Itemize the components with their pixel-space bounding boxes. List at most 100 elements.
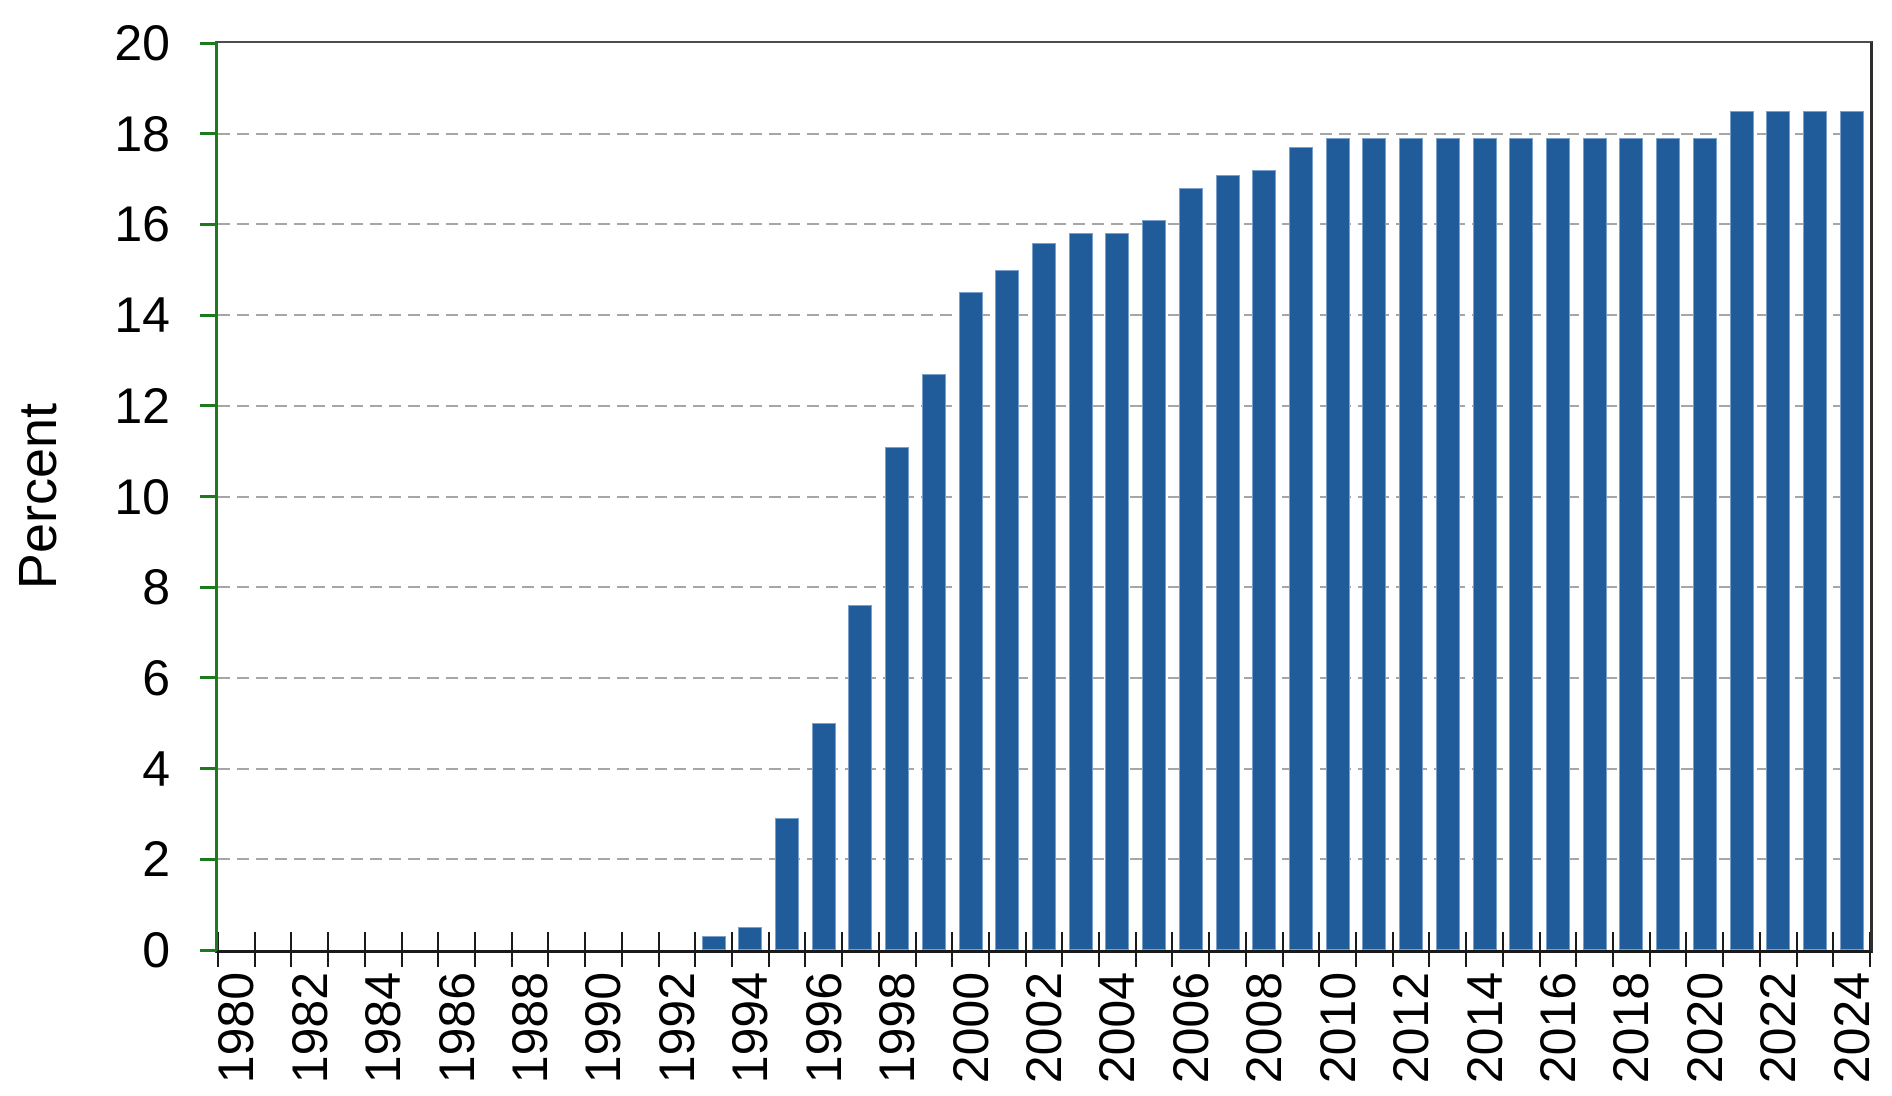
x-tick <box>584 932 587 967</box>
y-tick <box>200 495 218 498</box>
x-tick <box>1281 932 1284 967</box>
x-tick <box>400 932 403 967</box>
y-tick <box>200 404 218 408</box>
x-tick <box>1061 932 1064 967</box>
bar-2024 <box>1839 111 1864 950</box>
x-tick <box>841 932 844 967</box>
x-tick <box>437 932 440 967</box>
bar-2006 <box>1178 188 1203 950</box>
x-tick <box>804 932 807 967</box>
x-tick <box>1134 932 1137 967</box>
bar-2013 <box>1435 138 1460 950</box>
x-tick-label: 2000 <box>942 972 999 1084</box>
x-tick <box>473 932 476 967</box>
bar-2017 <box>1582 138 1607 950</box>
x-tick-label: 1992 <box>648 972 705 1084</box>
x-tick-label: 1988 <box>502 972 559 1084</box>
bar-2001 <box>995 269 1020 950</box>
x-tick <box>1575 932 1578 967</box>
bar-2005 <box>1142 219 1167 950</box>
y-tick <box>200 41 218 45</box>
x-tick-label: 1982 <box>281 972 338 1084</box>
x-tick-label: 1990 <box>575 972 632 1084</box>
bar-1998 <box>885 446 910 950</box>
x-tick-label: 1980 <box>208 972 265 1084</box>
x-tick <box>1355 932 1358 967</box>
x-tick <box>877 932 880 967</box>
x-tick-label: 1986 <box>428 972 485 1084</box>
x-tick-label: 2014 <box>1456 972 1513 1084</box>
x-tick <box>510 932 513 967</box>
bar-2004 <box>1105 233 1130 950</box>
bar-2008 <box>1252 169 1277 950</box>
x-tick <box>767 932 770 967</box>
y-tick-label: 4 <box>142 740 170 797</box>
bar-1993 <box>701 936 726 950</box>
y-tick <box>200 313 218 317</box>
x-tick <box>1098 932 1101 967</box>
x-tick <box>914 932 917 967</box>
x-tick <box>1171 932 1174 967</box>
x-tick <box>1612 932 1615 967</box>
y-tick <box>200 948 218 952</box>
x-tick-label: 2018 <box>1603 972 1660 1084</box>
x-tick-label: 1998 <box>869 972 926 1084</box>
bar-2003 <box>1068 233 1093 950</box>
x-tick <box>1024 932 1027 967</box>
y-tick-label: 20 <box>114 15 170 71</box>
x-tick <box>951 932 954 967</box>
x-tick <box>1758 932 1761 967</box>
x-tick <box>547 932 550 967</box>
x-tick <box>1208 932 1211 967</box>
bar-2022 <box>1766 111 1791 950</box>
gridline-16 <box>218 223 1870 226</box>
x-tick-label: 2006 <box>1162 972 1219 1084</box>
x-tick <box>1722 932 1725 967</box>
y-tick-label: 14 <box>114 287 170 344</box>
bar-2015 <box>1509 138 1534 950</box>
x-tick-label: 1996 <box>795 972 852 1084</box>
y-tick <box>200 767 218 771</box>
y-tick-label: 2 <box>142 831 170 888</box>
y-tick-label: 12 <box>114 377 170 434</box>
x-tick <box>1318 932 1321 967</box>
x-tick <box>290 932 293 967</box>
x-tick-label: 2004 <box>1089 972 1146 1084</box>
x-tick-label: 2024 <box>1823 972 1880 1084</box>
bar-2016 <box>1545 138 1570 950</box>
x-tick-label: 2022 <box>1750 972 1807 1084</box>
bar-2020 <box>1692 138 1717 950</box>
x-tick-label: 2012 <box>1383 972 1440 1084</box>
y-tick-label: 8 <box>142 559 170 616</box>
y-tick <box>200 585 218 589</box>
bar-1995 <box>775 818 800 950</box>
x-tick <box>657 932 660 967</box>
y-tick <box>200 132 218 136</box>
x-tick <box>694 932 697 967</box>
bar-2019 <box>1656 138 1681 950</box>
x-tick <box>1832 932 1835 967</box>
bar-2014 <box>1472 138 1497 950</box>
bar-2002 <box>1032 242 1056 950</box>
x-tick <box>987 932 990 967</box>
bar-2012 <box>1399 138 1424 950</box>
bar-2011 <box>1362 138 1387 950</box>
x-tick <box>1391 932 1394 967</box>
bar-1996 <box>811 723 836 950</box>
x-tick <box>1685 932 1688 967</box>
x-tick <box>363 932 366 967</box>
x-tick <box>1501 932 1504 967</box>
x-tick-label: 2020 <box>1676 972 1733 1084</box>
x-tick <box>1428 932 1431 967</box>
x-tick <box>1538 932 1541 967</box>
bar-2021 <box>1729 111 1754 950</box>
bar-2010 <box>1325 138 1350 950</box>
x-tick <box>217 932 219 967</box>
bar-2007 <box>1215 174 1240 950</box>
bar-2000 <box>958 292 983 950</box>
y-tick-label: 18 <box>114 105 170 162</box>
bar-1999 <box>921 374 946 950</box>
x-tick <box>620 932 623 967</box>
bar-2018 <box>1619 138 1644 950</box>
